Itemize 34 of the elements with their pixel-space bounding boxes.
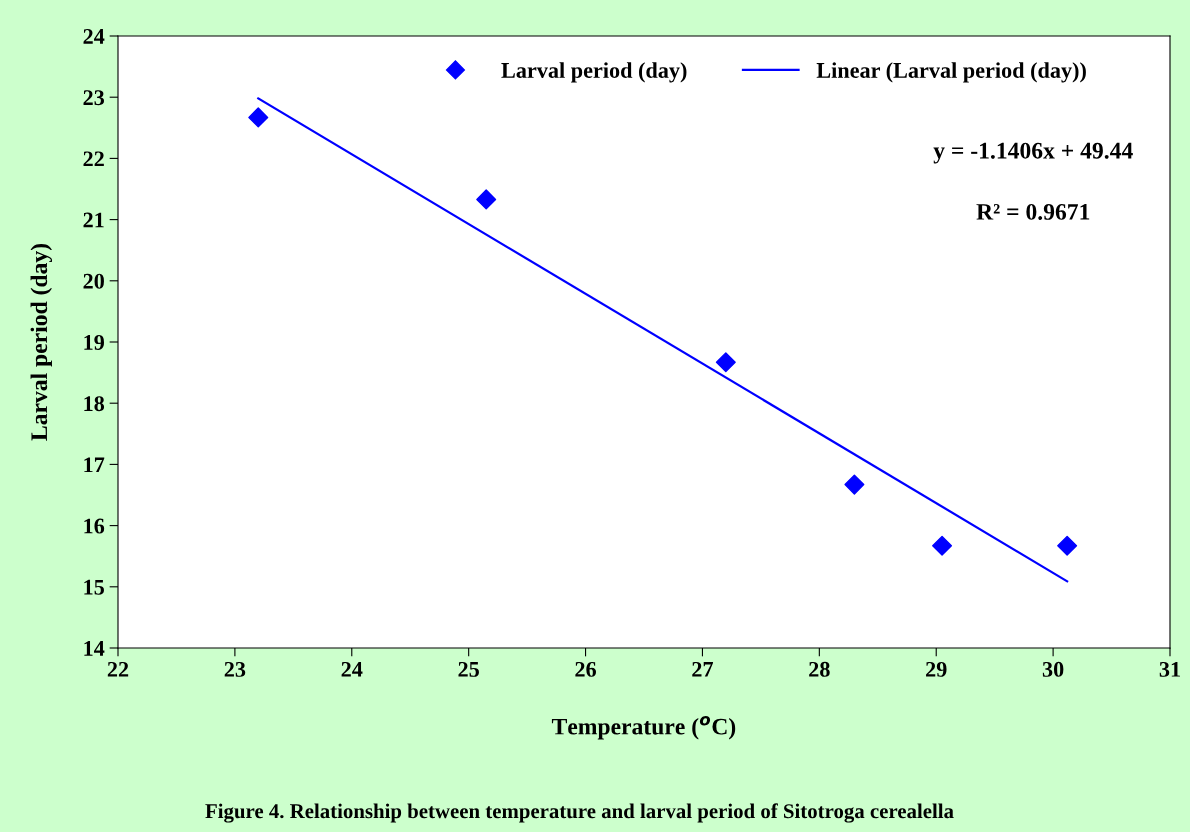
x-tick-label: 31 (1159, 661, 1180, 677)
y-tick-label: 20 (83, 273, 104, 289)
y-tick-label: 15 (84, 579, 104, 595)
y-tick-label: 24 (83, 28, 105, 44)
y-tick-label: 18 (84, 396, 105, 412)
x-tick-label: 26 (575, 661, 597, 677)
y-tick-label: 14 (84, 641, 105, 656)
x-tick-label: 24 (341, 661, 363, 677)
x-axis-title: Temperature ($^{o}$C) (551, 716, 736, 740)
x-tick-label: 29 (926, 661, 947, 677)
annotation: R² = 0.9671 (976, 203, 1090, 220)
point (932, 535, 953, 556)
y-tick-label: 19 (84, 334, 104, 350)
x-tick-label: 23 (224, 661, 246, 677)
y-tick-label: 22 (83, 151, 104, 167)
y-tick-label: 23 (83, 90, 105, 106)
point (248, 107, 269, 128)
y-tick-label: 17 (84, 457, 105, 473)
caption: Figure 4. Relationship between temperature and larval period of Sitotroga cerealella (205, 803, 954, 823)
x-tick-label: 22 (107, 661, 129, 677)
legend-label: Linear (Larval period (day)) (816, 62, 1086, 83)
point (1057, 535, 1078, 556)
point (715, 352, 736, 373)
y-axis-title: Larval period (day) (30, 244, 53, 441)
legend-label: Larval period (day) (501, 62, 687, 83)
x-tick-label: 25 (458, 661, 479, 677)
point (476, 189, 497, 210)
y-tick-label: 16 (84, 518, 105, 534)
point (844, 474, 865, 495)
annotation: y = -1.1406x + 49.44 (933, 142, 1133, 164)
x-tick-label: 27 (692, 661, 714, 677)
x-tick-label: 30 (1042, 661, 1064, 677)
x-tick-label: 28 (809, 661, 830, 677)
y-tick-label: 21 (83, 212, 104, 228)
